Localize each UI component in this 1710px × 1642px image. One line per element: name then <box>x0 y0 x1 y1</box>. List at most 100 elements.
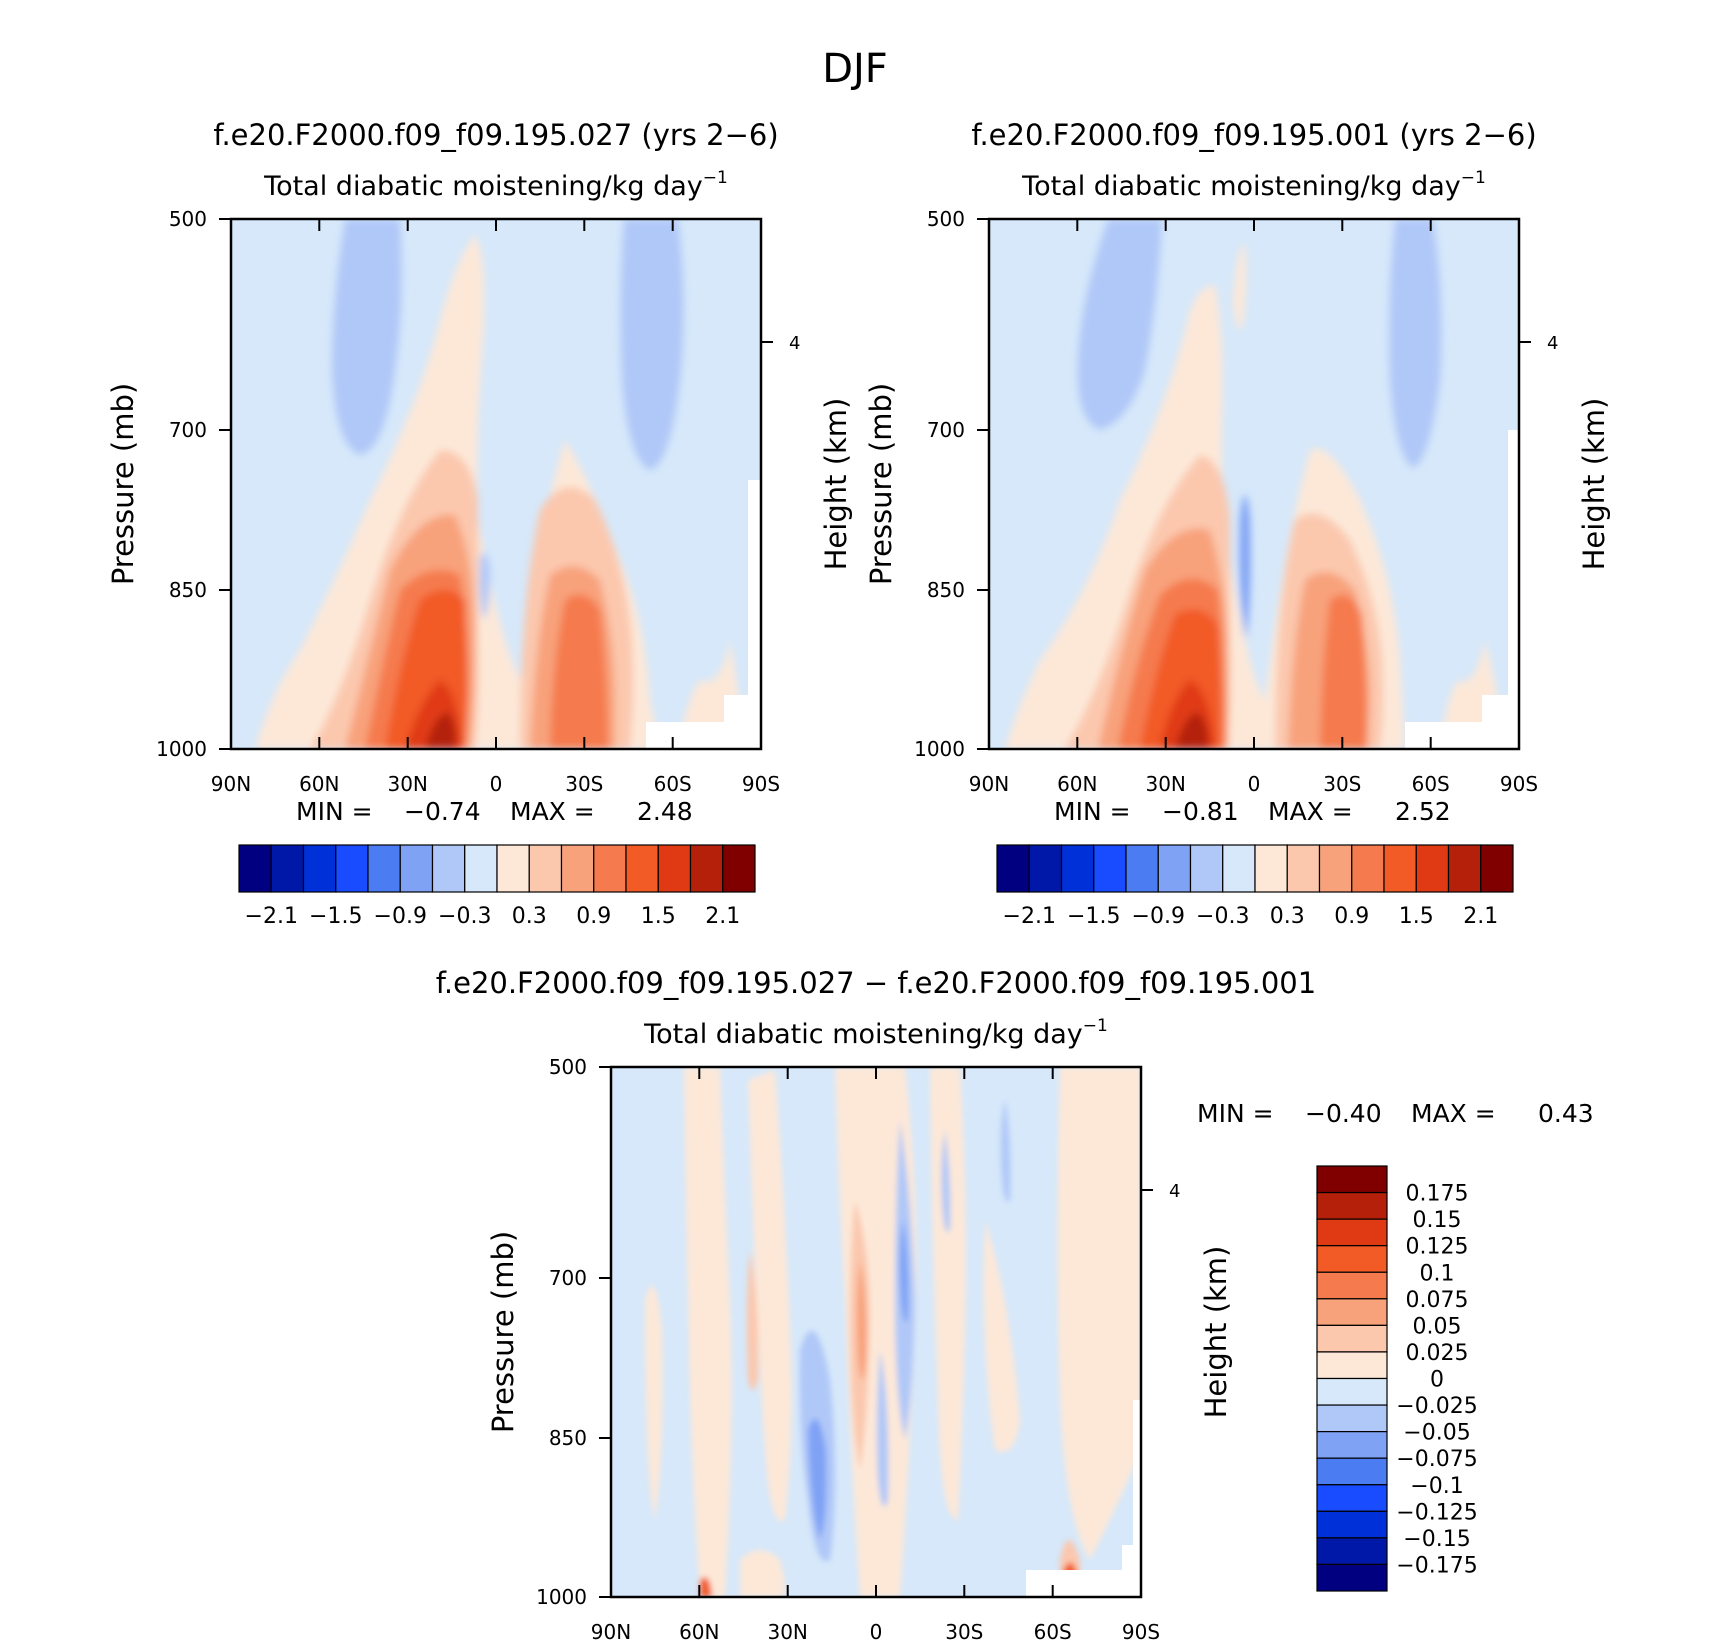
panel-left-field <box>231 219 761 749</box>
missing-data-left <box>748 480 761 695</box>
y-tick-label: 700 <box>169 418 207 442</box>
colorbar-box <box>1316 1377 1388 1406</box>
y2-axis-label: Height (km) <box>1199 1246 1233 1419</box>
min-label: MIN = <box>296 797 373 826</box>
colorbar-box <box>1316 1271 1388 1300</box>
max-label: MAX = <box>1268 797 1353 826</box>
x-tick-label: 0 <box>1248 772 1261 796</box>
y-tick-label: 1000 <box>914 737 965 761</box>
contour-positive-diff <box>684 1067 732 1597</box>
max-label: MAX = <box>510 797 595 826</box>
y-tick-label: 850 <box>549 1426 587 1450</box>
colorbar-box <box>1316 1298 1388 1326</box>
y-tick-label: 500 <box>549 1055 587 1079</box>
colorbar-box <box>302 844 337 893</box>
colorbar-label: 2.1 <box>705 904 740 929</box>
contour-0.05-negative-diff <box>808 1418 827 1540</box>
colorbar-box <box>1447 844 1482 893</box>
panel-right-subtitle: Total diabatic moistening/kg day−1 <box>1021 168 1486 202</box>
missing-data-left <box>646 722 761 749</box>
colorbar-box <box>496 844 530 893</box>
panel-left-x-ticks <box>219 218 773 750</box>
max-value: 2.48 <box>637 797 693 826</box>
colorbar-box <box>1093 844 1127 893</box>
panel-right: f.e20.F2000.f09_f09.195.001 (yrs 2−6) To… <box>864 118 1611 929</box>
contour-negative-diff <box>876 1350 889 1507</box>
panel-left-frame: 90N 60N 30N 0 30S 60S 90S 500 700 850 10… <box>106 207 853 826</box>
colorbar-box <box>1125 844 1159 893</box>
missing-data-left <box>724 695 761 722</box>
right-axis-tick-label: 4 <box>1547 333 1558 354</box>
x-tick-label: 90S <box>1500 772 1538 796</box>
colorbar-box <box>335 844 369 893</box>
missing-data-diff <box>1026 1570 1141 1597</box>
x-tick-label: 90N <box>969 772 1009 796</box>
y-tick-label: 1000 <box>536 1585 587 1609</box>
colorbar-box <box>1316 1218 1388 1247</box>
figure-title: DJF <box>822 46 888 92</box>
y-tick-label: 1000 <box>156 737 207 761</box>
contour-1.8-left <box>550 594 608 749</box>
colorbar-box <box>593 844 627 893</box>
colorbar-label: 0.3 <box>1270 904 1305 929</box>
colorbar-label: 0.175 <box>1406 1182 1469 1207</box>
colorbar-box <box>1222 844 1256 893</box>
colorbar-label: 0.9 <box>1334 904 1369 929</box>
colorbar-box <box>1157 844 1192 893</box>
x-tick-label: 90N <box>211 772 251 796</box>
colorbar-box <box>1318 844 1353 893</box>
contour-negative-aloft-left <box>332 219 402 455</box>
colorbar-label: −0.175 <box>1396 1553 1477 1578</box>
colorbar-box <box>1415 844 1450 893</box>
contour-2.7-left <box>425 712 456 749</box>
colorbar-box <box>657 844 692 893</box>
colorbar-box <box>1316 1563 1388 1592</box>
colorbar-label: −0.05 <box>1403 1421 1470 1446</box>
colorbar-left: −2.1 −1.5 −0.9 −0.3 0.3 0.9 1.5 2.1 <box>238 844 756 929</box>
x-tick-label: 0 <box>870 1620 883 1642</box>
colorbar-box <box>1316 1510 1388 1539</box>
min-label: MIN = <box>1197 1099 1274 1128</box>
missing-data-right <box>1508 430 1519 695</box>
contour-0.025-diff <box>746 1250 759 1390</box>
colorbar-label: 1.5 <box>1399 904 1434 929</box>
contour-negative-aloft-right <box>1389 219 1442 468</box>
colorbar-diff: 0.1750.150.1250.10.0750.050.0250−0.025−0… <box>1316 1165 1478 1592</box>
contour-positive-diff <box>983 1220 1020 1452</box>
contour-0.05-diff <box>856 1260 867 1380</box>
colorbar-box <box>1351 844 1385 893</box>
colorbar-box <box>1316 1484 1388 1512</box>
x-tick-label: 30S <box>565 772 603 796</box>
y-tick-label: 700 <box>549 1266 587 1290</box>
colorbar-box <box>996 844 1030 893</box>
x-tick-label: 30S <box>1323 772 1361 796</box>
contour-0.3-right-aloft <box>1233 244 1246 330</box>
contour-0.05-negative-diff <box>899 1220 909 1322</box>
y2-axis-label: Height (km) <box>1577 398 1611 571</box>
colorbar-label: −0.9 <box>374 904 427 929</box>
panel-diff-title: f.e20.F2000.f09_f09.195.027 − f.e20.F200… <box>436 966 1316 1000</box>
colorbar-label: 0.15 <box>1413 1208 1462 1233</box>
colorbar-label: 0.9 <box>576 904 611 929</box>
colorbar-label: −2.1 <box>1003 904 1056 929</box>
min-value: −0.40 <box>1305 1099 1382 1128</box>
colorbar-label: 1.5 <box>641 904 676 929</box>
colorbar-box <box>464 844 498 893</box>
panel-right-title: f.e20.F2000.f09_f09.195.001 (yrs 2−6) <box>971 118 1536 152</box>
max-value: 0.43 <box>1538 1099 1594 1128</box>
x-tick-label: 0 <box>490 772 503 796</box>
panel-diff-field <box>611 1067 1141 1597</box>
colorbar-label: 0 <box>1430 1368 1444 1393</box>
contour-positive-diff <box>645 1285 663 1520</box>
x-tick-label: 60N <box>299 772 339 796</box>
colorbar-box <box>625 844 659 893</box>
y-tick-label: 850 <box>169 578 207 602</box>
colorbar-box <box>722 844 756 893</box>
panel-diff: f.e20.F2000.f09_f09.195.027 − f.e20.F200… <box>436 966 1594 1642</box>
missing-data-right <box>1482 695 1519 722</box>
colorbar-box <box>560 844 595 893</box>
missing-data-diff <box>1133 1400 1141 1545</box>
x-tick-label: 30S <box>945 1620 983 1642</box>
contour-negative-diff <box>941 1130 951 1232</box>
panel-right-frame: 90N 60N 30N 0 30S 60S 90S 500 700 850 10… <box>864 207 1611 826</box>
